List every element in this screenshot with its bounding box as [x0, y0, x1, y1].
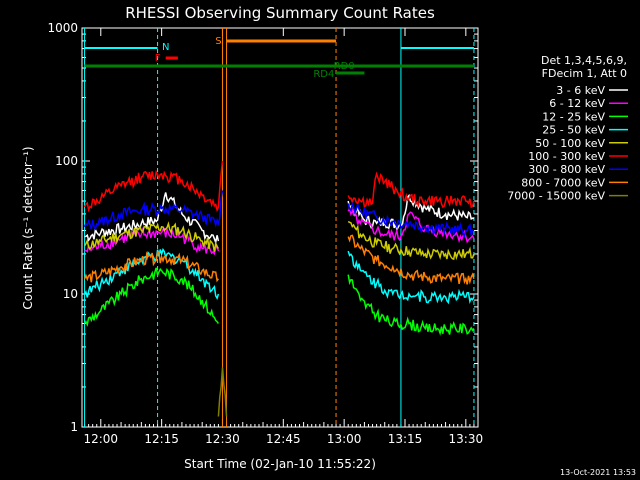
x-tick-label: 13:00 [327, 432, 362, 446]
series-line-8 [217, 367, 228, 417]
legend-label: 300 - 800 keV [528, 163, 605, 176]
series-line-4 [347, 220, 475, 261]
series-line-7 [83, 250, 219, 283]
x-tick-label: 13:15 [388, 432, 423, 446]
legend-label: 6 - 12 keV [549, 97, 605, 110]
legend-label: 7000 - 15000 keV [507, 190, 605, 203]
series-line-6 [347, 201, 475, 238]
annotation-f: F [155, 53, 161, 64]
series-line-2 [347, 274, 475, 336]
plot-layer: 1 10 100 1000 12:00 12:15 12:30 12:45 13:00 13:15… [47, 21, 628, 446]
y-axis-label: Count Rate (s⁻¹ detector⁻¹) [21, 146, 35, 309]
series-line-0 [347, 193, 475, 232]
y-tick-label: 10 [63, 287, 78, 301]
annotation-rd4: RD4 [313, 69, 334, 80]
series-line-6 [83, 190, 224, 231]
chart-title: RHESSI Observing Summary Count Rates [125, 4, 435, 22]
x-axis-label: Start Time (02-Jan-10 11:55:22) [184, 457, 376, 471]
legend-label: 25 - 50 keV [542, 124, 605, 137]
annotation-s: S [215, 36, 221, 47]
legend-header-line1: Det 1,3,4,5,6,9, [541, 54, 627, 67]
annotation-rd0: RD0 [334, 61, 355, 72]
x-tick-label: 12:15 [144, 432, 179, 446]
series-line-0 [84, 192, 220, 246]
series-line-5 [83, 160, 224, 213]
x-tick-label: 12:00 [83, 432, 118, 446]
x-tick-label: 12:45 [266, 432, 301, 446]
y-tick-label: 100 [55, 154, 78, 168]
legend-label: 12 - 25 keV [542, 110, 605, 123]
legend-label: 50 - 100 keV [535, 137, 605, 150]
annotation-n: N [162, 42, 169, 53]
series-line-2 [83, 267, 220, 327]
series-line-3 [347, 250, 475, 305]
plot-frame [81, 27, 479, 428]
series-line-4 [83, 221, 220, 252]
series-line-7 [347, 234, 475, 285]
y-tick-label: 1 [70, 420, 78, 434]
x-tick-label: 12:30 [205, 432, 240, 446]
legend-header-line2: FDecim 1, Att 0 [542, 67, 627, 80]
y-tick-label: 1000 [47, 21, 78, 35]
series-line-5 [347, 171, 475, 209]
series-line-1 [347, 206, 475, 244]
legend-label: 100 - 300 keV [528, 150, 605, 163]
x-tick-label: 13:30 [449, 432, 484, 446]
series-line-1 [84, 226, 220, 256]
legend-label: 800 - 7000 keV [521, 176, 605, 189]
footer-date: 13-Oct-2021 13:53 [560, 468, 636, 477]
legend-label: 3 - 6 keV [556, 84, 605, 97]
